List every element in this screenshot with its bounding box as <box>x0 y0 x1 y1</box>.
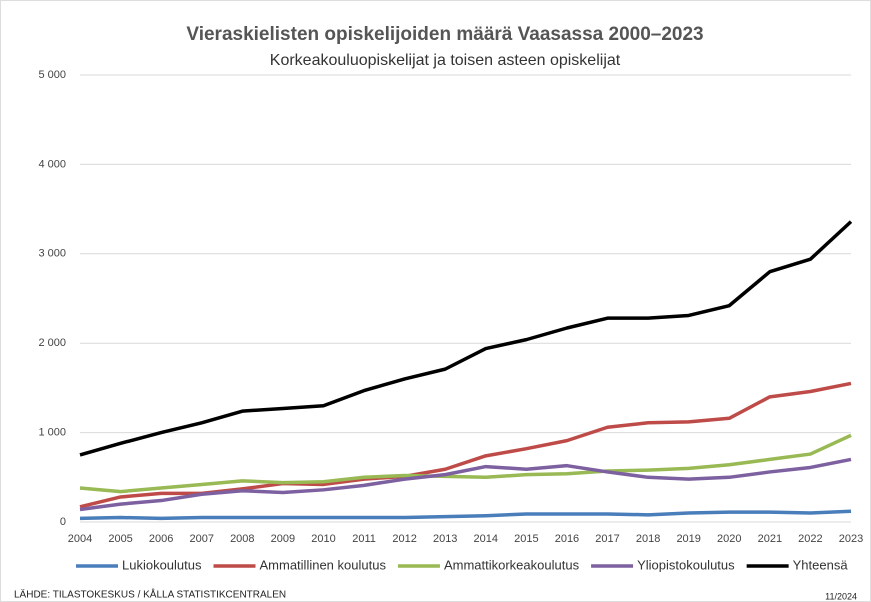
y-tick-label: 4 000 <box>38 158 66 170</box>
x-tick-label: 2006 <box>149 533 173 545</box>
y-tick-label: 3 000 <box>38 248 66 260</box>
y-tick-label: 5 000 <box>38 69 66 81</box>
legend-label: Ammattikorkeakoulutus <box>444 557 580 572</box>
x-tick-label: 2023 <box>839 533 863 545</box>
x-tick-label: 2005 <box>108 533 132 545</box>
x-tick-label: 2015 <box>514 533 538 545</box>
y-tick-label: 2 000 <box>38 337 66 349</box>
legend-label: Ammatillinen koulutus <box>260 557 387 572</box>
legend-label: Yliopistokoulutus <box>637 557 735 572</box>
x-tick-label: 2021 <box>758 533 782 545</box>
x-tick-label: 2009 <box>271 533 295 545</box>
x-tick-label: 2018 <box>636 533 660 545</box>
x-tick-label: 2007 <box>189 533 213 545</box>
legend-label: Lukiokoulutus <box>122 557 202 572</box>
x-tick-label: 2010 <box>311 533 335 545</box>
line-series <box>79 457 852 512</box>
x-tick-label: 2004 <box>68 533 92 545</box>
x-tick-label: 2014 <box>474 533 498 545</box>
x-tick-label: 2020 <box>717 533 741 545</box>
x-tick-label: 2016 <box>555 533 579 545</box>
line-series <box>79 220 853 457</box>
chart-subtitle: Korkeakouluopiskelijat ja toisen asteen … <box>270 52 621 69</box>
x-tick-label: 2017 <box>595 533 619 545</box>
y-tick-label: 0 <box>60 516 66 528</box>
legend-label: Yhteensä <box>793 557 849 572</box>
y-tick-label: 1 000 <box>38 427 66 439</box>
x-tick-label: 2008 <box>230 533 254 545</box>
date: 11/2024 <box>825 591 857 601</box>
x-tick-label: 2019 <box>676 533 700 545</box>
source: LÄHDE: TILASTOKESKUS / KÅLLA STATISTIKCE… <box>14 588 286 601</box>
x-tick-label: 2012 <box>392 533 416 545</box>
line-series <box>79 433 852 494</box>
x-tick-label: 2013 <box>433 533 457 545</box>
x-tick-label: 2022 <box>798 533 822 545</box>
x-tick-label: 2011 <box>352 533 376 545</box>
chart-title: Vieraskielisten opiskelijoiden määrä Vaa… <box>186 24 703 45</box>
line-series <box>79 509 852 521</box>
